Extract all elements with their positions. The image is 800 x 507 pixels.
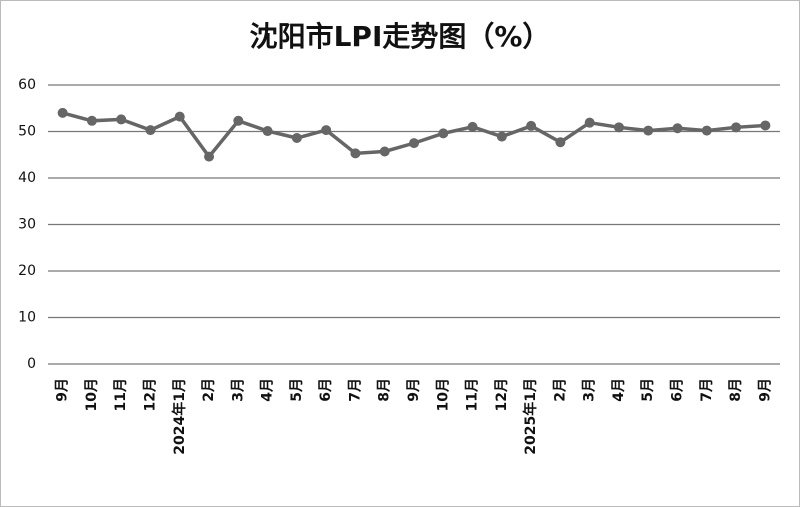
marker <box>204 151 215 162</box>
marker <box>467 121 478 132</box>
marker <box>262 126 273 137</box>
x-tick-label: 12月 <box>494 378 510 411</box>
marker <box>760 120 771 131</box>
marker <box>438 128 449 139</box>
x-tick-label: 10月 <box>84 378 100 411</box>
x-tick-label: 8月 <box>377 378 393 402</box>
x-tick-label: 2月 <box>201 378 217 402</box>
marker <box>86 115 97 126</box>
x-tick-label: 8月 <box>728 378 744 402</box>
marker <box>145 125 156 136</box>
y-tick-label: 40 <box>18 170 36 186</box>
x-tick-label: 7月 <box>699 378 715 402</box>
marker <box>613 122 624 133</box>
y-tick-label: 60 <box>18 77 36 93</box>
x-tick-label: 3月 <box>582 378 598 402</box>
marker <box>174 111 185 122</box>
x-tick-label: 4月 <box>611 378 627 402</box>
marker <box>321 125 332 136</box>
marker <box>233 115 244 126</box>
marker <box>379 146 390 157</box>
x-tick-label: 9月 <box>55 378 71 402</box>
x-tick-label: 11月 <box>465 378 481 411</box>
y-tick-label: 20 <box>18 263 36 279</box>
x-tick-label: 7月 <box>347 378 363 402</box>
x-tick-label: 2025年1月 <box>522 378 539 455</box>
y-tick-label: 0 <box>27 356 36 372</box>
x-tick-label: 3月 <box>230 378 246 402</box>
y-tick-label: 10 <box>18 310 36 326</box>
x-tick-label: 4月 <box>260 378 276 402</box>
x-tick-label: 9月 <box>757 378 773 402</box>
y-tick-label: 30 <box>18 217 36 233</box>
marker <box>701 125 712 136</box>
x-tick-label: 5月 <box>289 378 305 402</box>
x-tick-label: 6月 <box>670 378 686 402</box>
marker <box>526 120 537 131</box>
x-tick-label: 10月 <box>435 378 451 411</box>
marker <box>584 117 595 128</box>
marker <box>672 123 683 134</box>
marker <box>731 122 742 133</box>
marker <box>409 138 419 149</box>
y-tick-label: 50 <box>18 124 36 140</box>
x-tick-label: 2月 <box>552 378 568 402</box>
chart-title: 沈阳市LPI走势图（%） <box>250 20 551 53</box>
x-tick-label: 5月 <box>640 378 656 402</box>
x-tick-label: 9月 <box>406 378 422 402</box>
marker <box>291 133 302 144</box>
x-tick-label: 2024年1月 <box>171 378 188 455</box>
marker <box>555 137 566 148</box>
x-tick-label: 11月 <box>113 378 129 411</box>
marker <box>116 114 127 125</box>
marker <box>57 107 68 118</box>
marker <box>350 148 361 159</box>
marker <box>496 131 507 142</box>
x-tick-label: 12月 <box>142 378 158 411</box>
x-tick-label: 6月 <box>318 378 334 402</box>
marker <box>643 125 654 136</box>
